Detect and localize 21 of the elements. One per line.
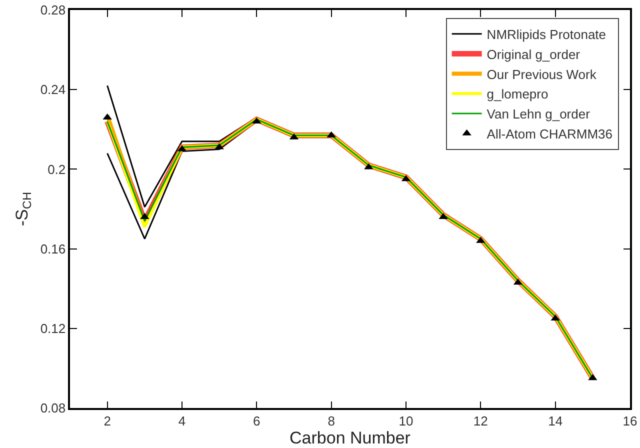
legend-label: Our Previous Work <box>486 66 597 82</box>
y-tick-label: 0.2 <box>48 162 66 177</box>
legend-label: g_lomepro <box>486 86 548 102</box>
x-tick-label: 2 <box>104 413 111 428</box>
x-tick-label: 8 <box>328 413 335 428</box>
legend-label: Original g_order <box>486 46 581 62</box>
legend-label: NMRlipids Protonate <box>486 26 606 42</box>
y-tick-label: 0.08 <box>40 400 66 416</box>
x-tick-label: 10 <box>398 413 414 428</box>
x-tick-label: 16 <box>622 413 638 428</box>
x-tick-label: 4 <box>178 413 186 428</box>
y-tick-label: 0.16 <box>40 241 66 256</box>
x-tick-label: 14 <box>548 413 563 428</box>
x-axis-title: Carbon Number <box>290 428 411 448</box>
x-tick-label: 12 <box>473 413 488 428</box>
legend-label: Van Lehn g_order <box>486 106 591 122</box>
y-tick-label: 0.12 <box>40 320 66 336</box>
y-tick-label: 0.24 <box>40 82 66 98</box>
y-tick-label: 0.28 <box>40 2 66 18</box>
x-tick-label: 6 <box>253 413 260 428</box>
legend-label: All-Atom CHARMM36 <box>486 126 612 142</box>
